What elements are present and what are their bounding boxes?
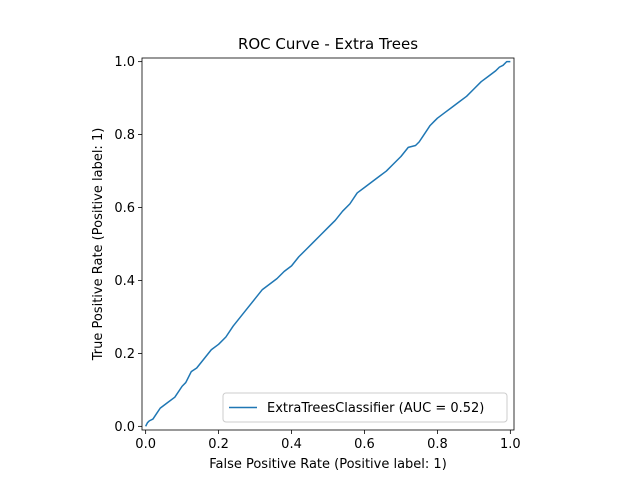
plot-frame — [141, 57, 515, 431]
y-tick-label: 0.6 — [114, 201, 135, 216]
x-tick-label: 0.4 — [281, 437, 302, 452]
legend-box — [222, 392, 508, 423]
y-tick-label: 0.4 — [114, 274, 135, 289]
y-axis: 0.0 0.2 0.4 0.6 0.8 1.0 — [114, 55, 142, 435]
roc-curve-line — [144, 60, 511, 427]
y-tick-label: 1.0 — [114, 55, 135, 70]
curve-layer — [144, 60, 511, 427]
y-axis-label: True Positive Rate (Positive label: 1) — [91, 128, 106, 362]
chart-title: ROC Curve - Extra Trees — [238, 35, 418, 53]
legend: ExtraTreesClassifier (AUC = 0.52) — [222, 392, 508, 423]
x-tick-label: 1.0 — [500, 437, 521, 452]
x-tick-label: 0.2 — [208, 437, 229, 452]
x-axis: 0.0 0.2 0.4 0.6 0.8 1.0 — [135, 430, 521, 452]
x-tick-label: 0.0 — [135, 437, 156, 452]
x-axis-label: False Positive Rate (Positive label: 1) — [209, 457, 447, 472]
legend-label: ExtraTreesClassifier (AUC = 0.52) — [267, 401, 484, 416]
plot-area — [142, 58, 514, 430]
y-tick-label: 0.8 — [114, 128, 135, 143]
x-tick-label: 0.6 — [354, 437, 375, 452]
y-tick-label: 0.2 — [114, 347, 135, 362]
y-tick-label: 0.0 — [114, 420, 135, 435]
x-tick-label: 0.8 — [427, 437, 448, 452]
